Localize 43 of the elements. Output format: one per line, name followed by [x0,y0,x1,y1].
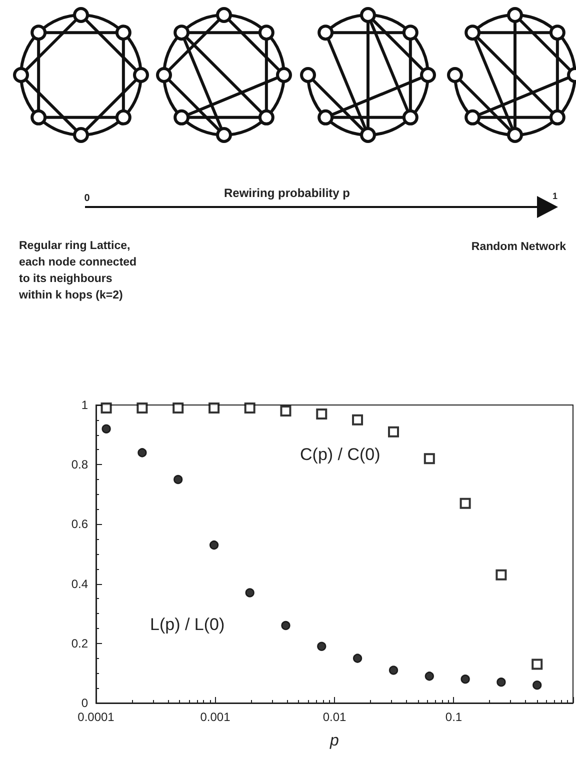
y-tick-label: 0 [81,696,88,710]
point [281,620,290,630]
text: Regular ring Lattice, each node connected to its neighbours within k hops (k=2) [18,240,137,302]
point [280,405,292,416]
point [496,678,506,687]
point [352,414,364,426]
point [532,680,542,690]
point [244,402,256,414]
y-tick-label: 0.8 [71,458,88,472]
point [388,426,400,438]
point [138,448,147,458]
point [424,672,434,681]
x-axis-title: p [329,732,340,750]
x-tick-label: 0.1 [445,710,462,724]
series-label: C(p) / C(0) [300,445,380,464]
point [460,674,470,684]
y-tick-label: 0.6 [71,517,88,532]
point [424,453,435,464]
series-label: L(p) / L(0) [150,615,225,634]
point [208,402,220,414]
point [245,588,254,598]
point [102,424,111,434]
point [460,498,471,509]
y-tick-label: 1 [81,398,88,412]
point [532,658,543,670]
x-tick-label: 0.0001 [78,710,115,724]
point [316,408,328,420]
point [317,642,326,651]
text: 1 [552,191,558,201]
y-tick-label: 0.4 [71,576,88,591]
point [172,402,184,414]
point [174,474,183,484]
point [209,540,219,550]
point [388,666,398,675]
x-tick-label: 0.01 [322,710,346,724]
text: Random Network [471,241,567,253]
y-tick-label: 0.2 [71,636,88,650]
point [496,569,507,580]
text: Rewiring probability p [224,186,350,200]
point [100,402,112,414]
x-tick-label: 0.001 [200,710,231,724]
point [352,654,362,663]
point [136,402,148,414]
